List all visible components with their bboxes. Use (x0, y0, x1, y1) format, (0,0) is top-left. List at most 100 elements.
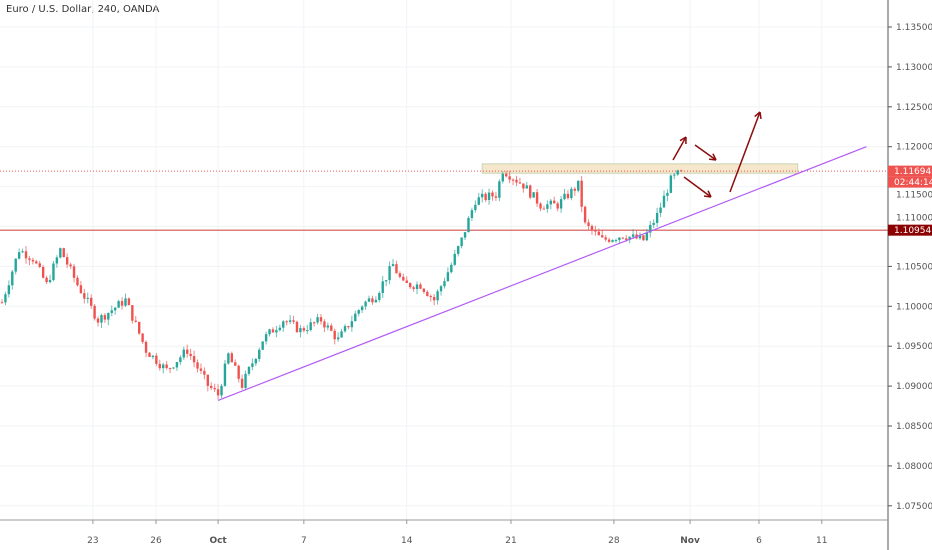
x-tick-label: Oct (209, 536, 227, 546)
candle-body (515, 179, 518, 183)
current-price-tag: 1.11694 (894, 167, 931, 177)
arrow-drawing[interactable] (672, 136, 687, 161)
candle-body (295, 321, 299, 333)
candle-body (237, 365, 240, 379)
x-tick-label: 28 (608, 536, 620, 546)
candle-body (14, 258, 17, 272)
candle-body (659, 207, 662, 213)
candle-body (131, 305, 134, 321)
x-tick-label: 21 (505, 536, 516, 546)
candle-body (134, 320, 137, 322)
candle-body (374, 299, 378, 303)
candle-body (662, 195, 666, 208)
candle-body (254, 358, 258, 364)
x-tick-label: 11 (816, 536, 827, 546)
candle-body (120, 301, 124, 306)
arrow-head-icon (754, 111, 761, 118)
candle-body (456, 246, 460, 254)
candle-body (264, 334, 268, 342)
candle-body (450, 264, 453, 273)
candle-body (203, 370, 206, 375)
candle-body (494, 196, 498, 198)
candle-body (669, 175, 673, 193)
candle-body (402, 276, 405, 281)
candle-body (553, 200, 556, 204)
candle-body (72, 266, 76, 278)
candle-body (384, 280, 388, 282)
current-price-tag-bg (888, 165, 932, 177)
candle-body (4, 294, 7, 303)
x-tick-label: 26 (150, 536, 162, 546)
resistance-zone (481, 163, 799, 174)
candle-body (268, 329, 271, 335)
candle-body (148, 352, 151, 357)
candle-body (628, 236, 631, 240)
candle-body (24, 251, 28, 259)
candle-body (432, 296, 436, 301)
candle-body (532, 192, 535, 198)
candle-body (158, 363, 161, 369)
y-tick-label: 1.13000 (896, 63, 932, 73)
arrow-head-icon (759, 111, 762, 120)
y-tick-label: 1.08500 (896, 422, 932, 432)
candle-body (343, 326, 347, 332)
candle-body (155, 355, 158, 364)
y-tick-label: 1.12500 (896, 103, 932, 113)
arrow-drawing[interactable] (683, 176, 712, 198)
candle-body (124, 298, 127, 306)
arrow-drawing[interactable] (729, 111, 761, 193)
candle-body (487, 192, 491, 200)
candle-body (439, 286, 443, 292)
candle-body (625, 238, 628, 240)
candle-body (607, 239, 611, 242)
candle-body (223, 363, 227, 386)
candle-body (244, 373, 247, 388)
candle-body (542, 208, 546, 210)
candle-body (62, 248, 65, 258)
y-tick-label: 1.11000 (896, 214, 932, 224)
candle-body (299, 328, 302, 333)
arrow-drawing[interactable] (694, 144, 717, 161)
candle-body (371, 298, 374, 303)
candle-body (89, 297, 93, 306)
candle-body (168, 368, 172, 370)
candle-body (52, 263, 55, 281)
candle-body (518, 182, 522, 184)
arrow-head-icon (703, 195, 712, 198)
y-tick-label: 1.08000 (896, 462, 932, 472)
candle-body (443, 281, 446, 287)
candle-body (127, 298, 131, 306)
candle-body (323, 321, 326, 328)
candle-body (477, 197, 480, 205)
support-price-tag: 1.10954 (894, 226, 931, 236)
candle-body (642, 235, 645, 241)
candle-body (594, 230, 597, 232)
candle-body (113, 307, 117, 311)
candle-body (463, 232, 467, 238)
candle-body (31, 259, 35, 262)
candle-body (189, 353, 192, 357)
candle-body (529, 185, 532, 198)
candle-body (679, 170, 683, 172)
candle-body (645, 232, 649, 241)
candle-body (141, 333, 144, 342)
candle-body (96, 318, 100, 323)
candle-body (107, 312, 110, 320)
candle-body (655, 212, 659, 223)
candle-body (65, 257, 69, 265)
candle-body (192, 356, 196, 363)
candle-body (631, 234, 635, 237)
y-tick-label: 1.12000 (896, 143, 932, 153)
candle-body (251, 363, 254, 367)
candle-body (76, 277, 79, 286)
candle-body (563, 193, 566, 200)
x-tick-label: 14 (401, 536, 413, 546)
trendline[interactable] (217, 146, 867, 402)
candle-body (199, 368, 203, 371)
candle-body (350, 321, 354, 328)
candle-body (292, 320, 295, 322)
candle-body (587, 222, 590, 226)
candle-body (59, 248, 62, 258)
y-tick-label: 1.07500 (896, 502, 932, 512)
